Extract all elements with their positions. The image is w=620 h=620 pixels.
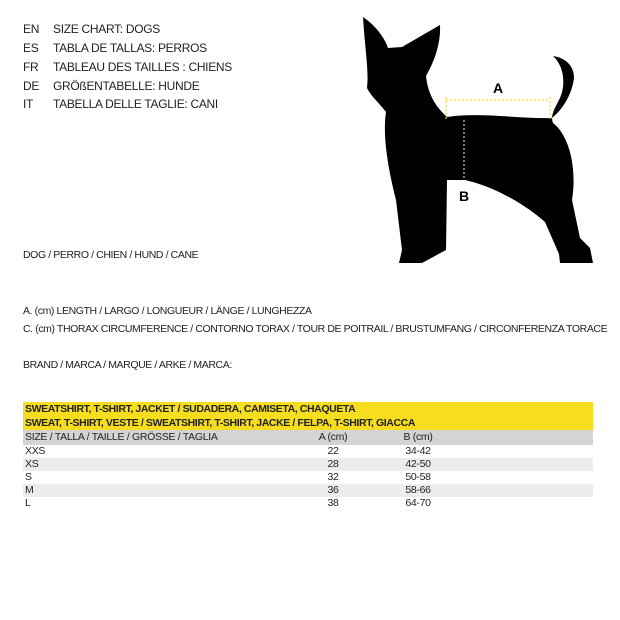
size-cell: XS [25,458,39,470]
title-text: SIZE CHART: DOGS [53,22,160,36]
lang-code: ES [23,41,39,55]
size-cell: L [25,497,31,509]
table-title: SWEAT, T-SHIRT, VESTE / SWEATSHIRT, T-SH… [23,416,593,430]
size-cell: XXS [25,445,46,457]
table-row: S 32 50-58 [23,471,593,484]
label-b: B [459,188,469,204]
header-b: B (cm) [403,431,433,443]
legend-a: A. (cm) LENGTH / LARGO / LONGUEUR / LÄNG… [23,305,312,317]
animal-label: DOG / PERRO / CHIEN / HUND / CANE [23,249,199,261]
title-text: GRÖßENTABELLE: HUNDE [53,79,200,93]
size-cell: M [25,484,34,496]
size-cell: S [25,471,32,483]
header-a: A (cm) [318,431,348,443]
table-body: XXS 22 34-42 XS 28 42-50 S 32 50-58 M 36 58-66 L 38 64… [23,445,593,510]
a-cell: 36 [327,484,339,496]
table-header: SIZE / TALLA / TAILLE / GRÖSSE / TAGLIA … [23,430,593,445]
table-row: M 36 58-66 [23,484,593,497]
lang-code: DE [23,79,40,93]
measure-a-line [445,97,551,119]
title-text: TABLEAU DES TAILLES : CHIENS [53,60,232,74]
lang-code: EN [23,22,40,36]
table-title-line: SWEAT, T-SHIRT, VESTE / SWEATSHIRT, T-SH… [25,417,416,429]
legend-c: C. (cm) THORAX CIRCUMFERENCE / CONTORNO … [23,323,608,335]
table-row: XS 28 42-50 [23,458,593,471]
a-cell: 38 [327,497,339,509]
table-row: L 38 64-70 [23,497,593,510]
table-title-line: SWEATSHIRT, T-SHIRT, JACKET / SUDADERA, … [25,403,356,415]
header-size: SIZE / TALLA / TAILLE / GRÖSSE / TAGLIA [25,431,218,443]
a-cell: 32 [327,471,339,483]
label-a: A [493,80,503,96]
lang-code: IT [23,97,34,111]
table-row: XXS 22 34-42 [23,445,593,458]
a-cell: 28 [327,458,339,470]
lang-code: FR [23,60,39,74]
title-text: TABLA DE TALLAS: PERROS [53,41,207,55]
b-cell: 58-66 [405,484,431,496]
table-title: SWEATSHIRT, T-SHIRT, JACKET / SUDADERA, … [23,402,593,416]
title-text: TABELLA DELLE TAGLIE: CANI [53,97,218,111]
size-table: SWEATSHIRT, T-SHIRT, JACKET / SUDADERA, … [23,402,593,510]
b-cell: 64-70 [405,497,431,509]
b-cell: 50-58 [405,471,431,483]
dog-silhouette [363,17,593,263]
a-cell: 22 [327,445,339,457]
b-cell: 42-50 [405,458,431,470]
brand-label: BRAND / MARCA / MARQUE / ARKE / MARCA: [23,359,232,371]
dog-silhouette-diagram: A B [363,17,593,263]
b-cell: 34-42 [405,445,431,457]
